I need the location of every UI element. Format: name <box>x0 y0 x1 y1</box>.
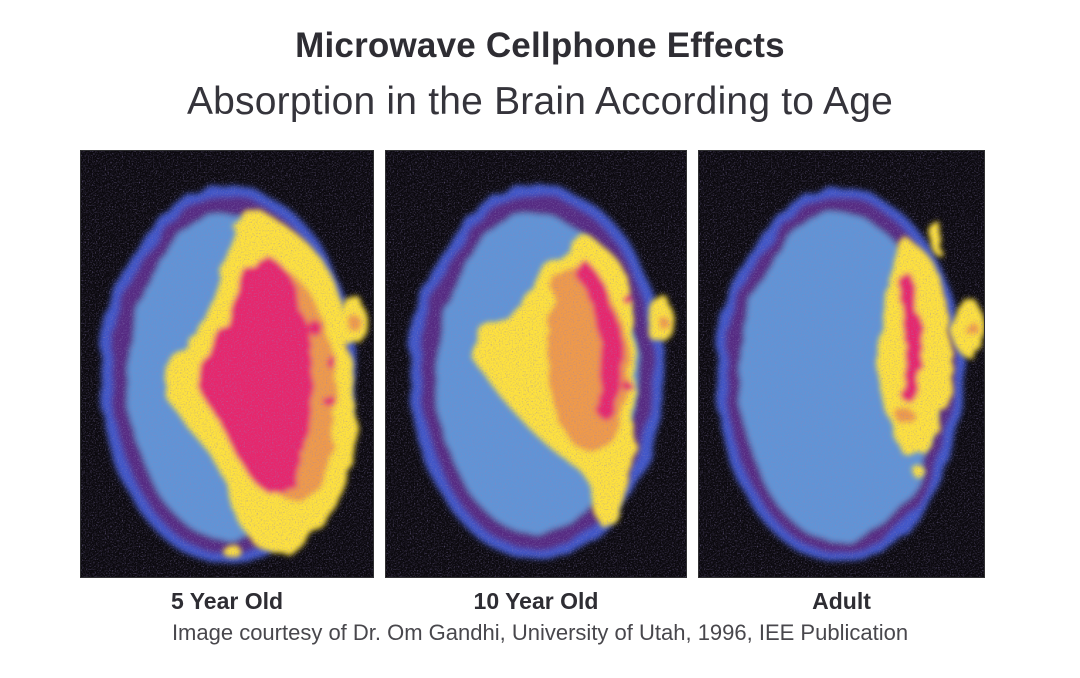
scan-noise-texture <box>386 151 686 577</box>
brain-scan-5-year-old <box>80 150 374 578</box>
brain-scan-10-year-old <box>385 150 687 578</box>
label-5-year-old: 5 Year Old <box>170 588 284 614</box>
scan-noise-texture <box>699 151 984 577</box>
scan-label-row: 5 Year Old 10 Year Old Adult <box>80 588 985 615</box>
image-credit-caption: Image courtesy of Dr. Om Gandhi, Univers… <box>171 620 909 645</box>
label-10-year-old: 10 Year Old <box>473 588 599 614</box>
scan-noise-texture <box>81 151 373 577</box>
label-adult: Adult <box>812 588 871 614</box>
figure-subtitle: Absorption in the Brain According to Age <box>186 80 894 123</box>
figure-title: Microwave Cellphone Effects <box>295 26 785 65</box>
brain-scan-adult <box>698 150 985 578</box>
scan-panel-row <box>80 150 985 578</box>
